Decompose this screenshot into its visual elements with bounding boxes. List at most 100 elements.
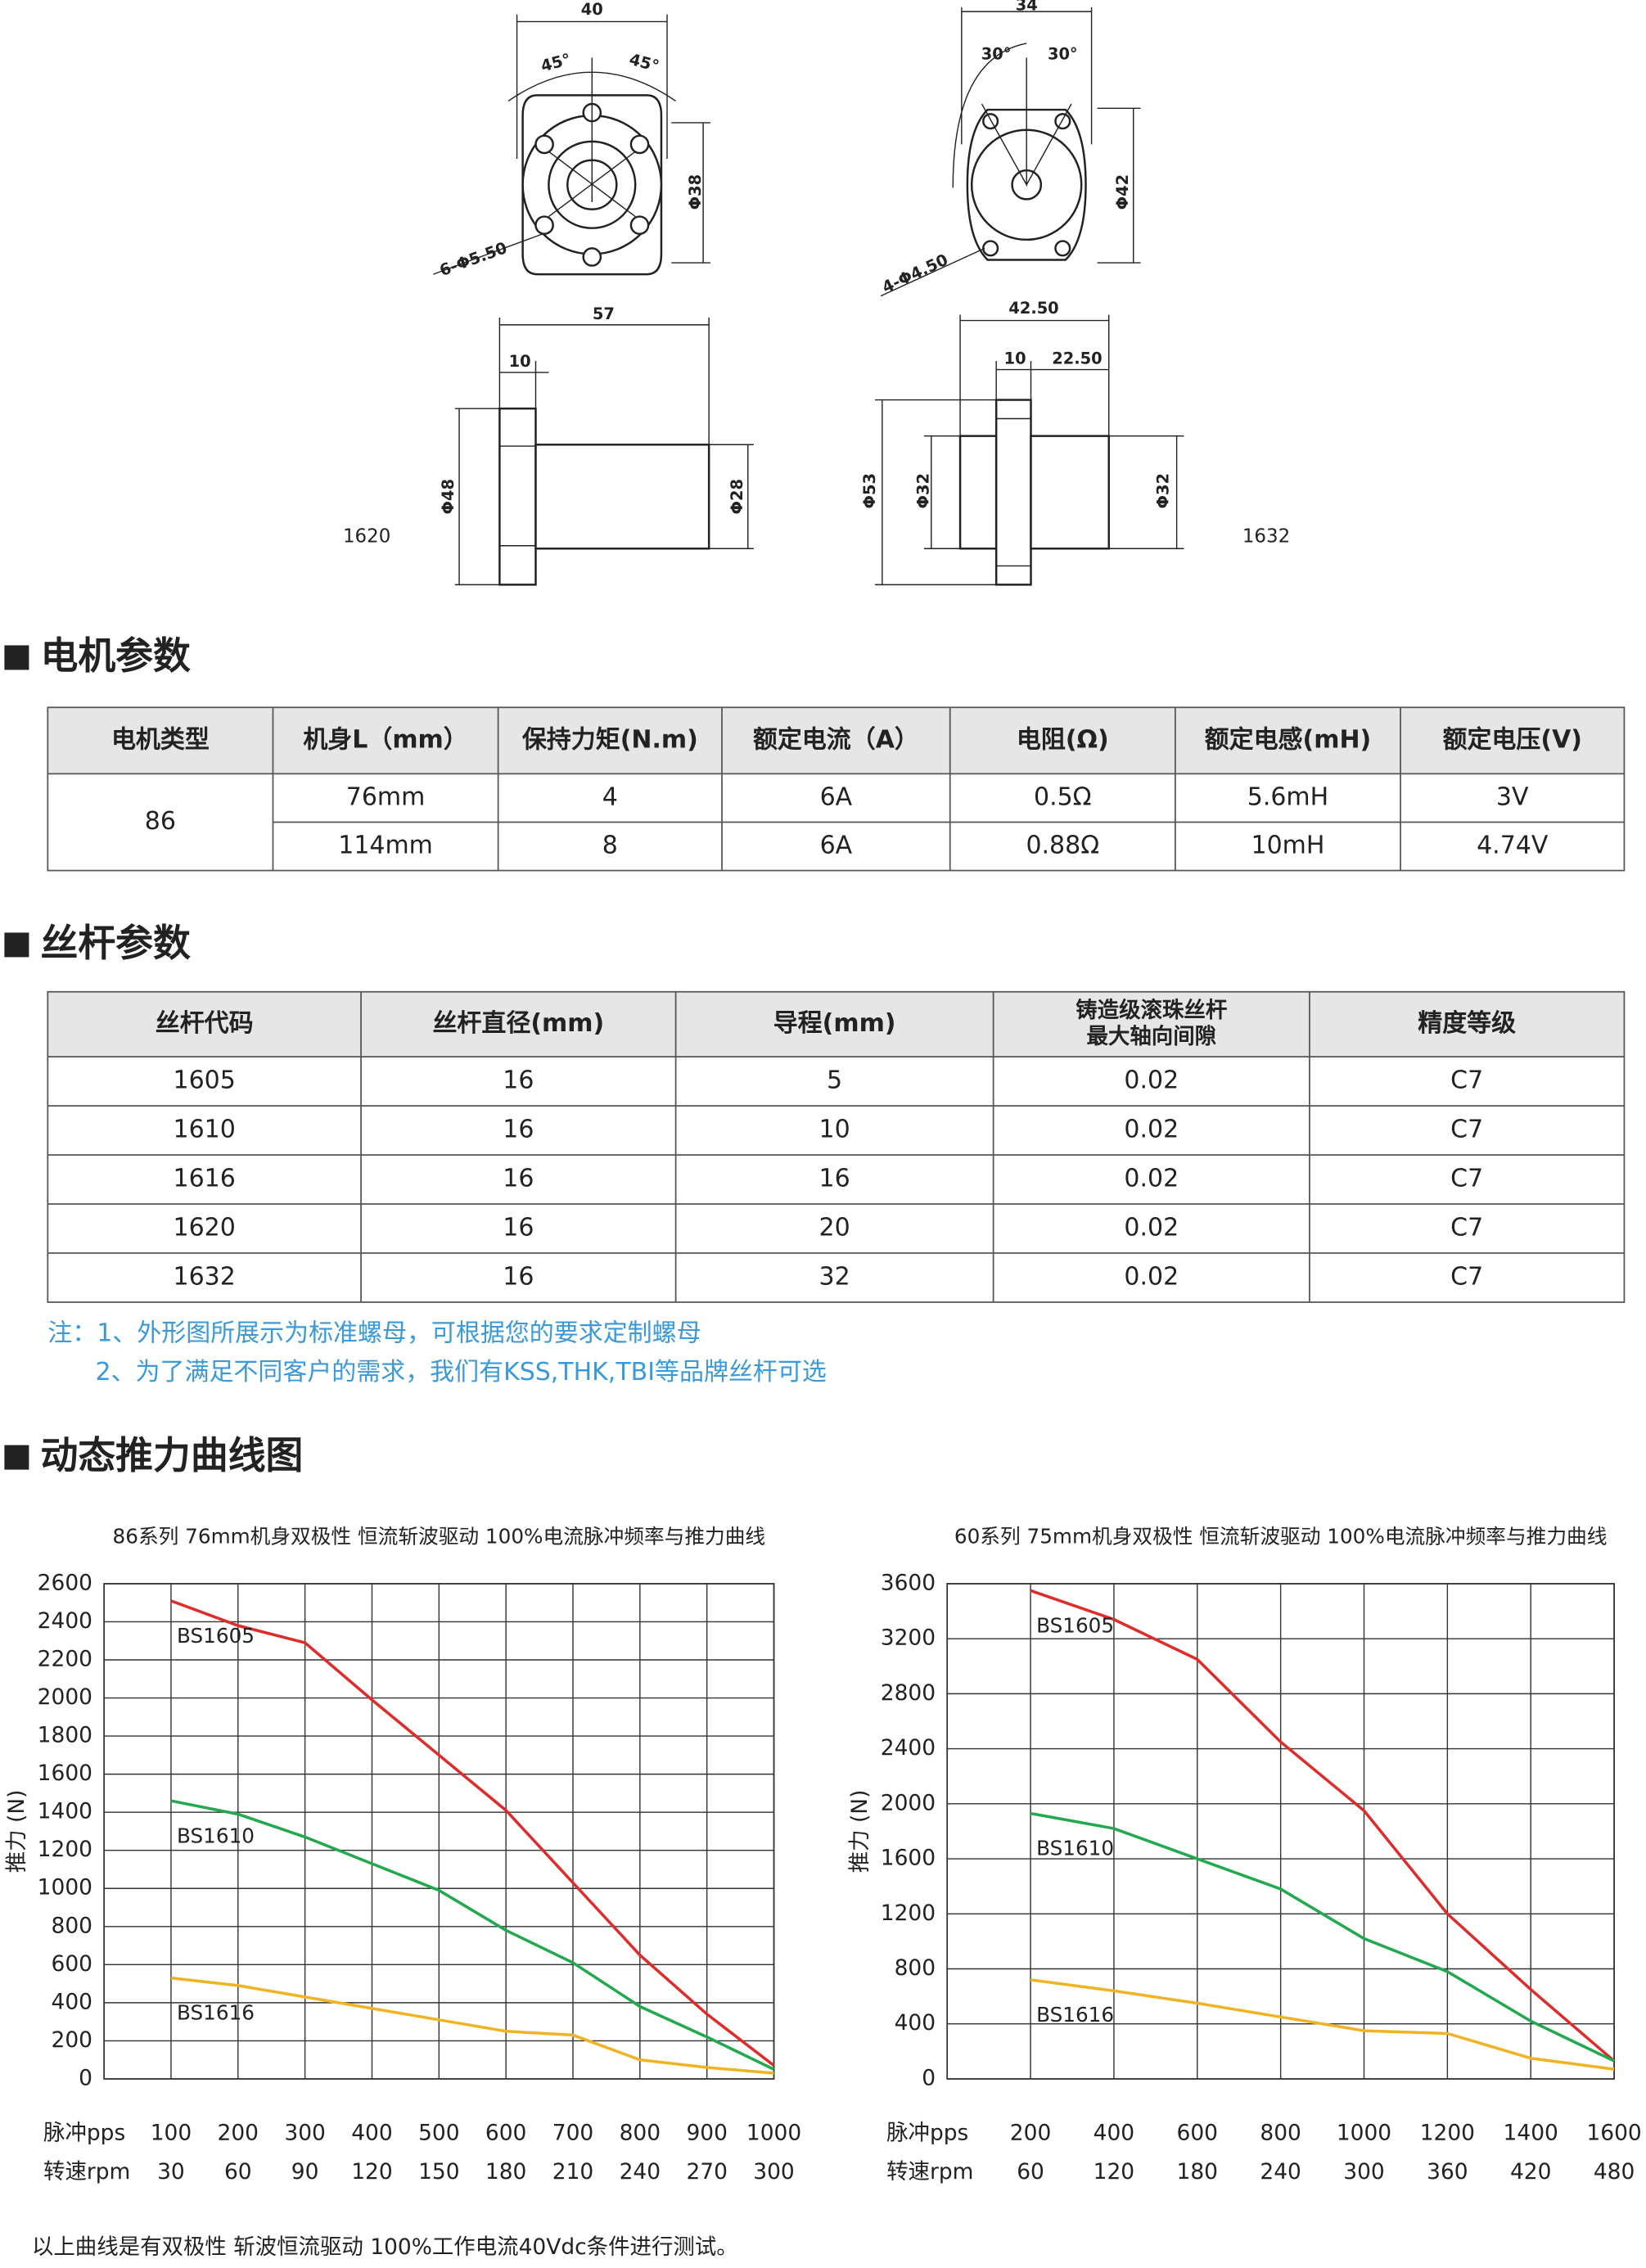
table-cell: C7 [1450,1116,1483,1144]
x-tick-label: 300 [284,2120,325,2145]
table-header-bg [47,707,1625,774]
table-header: 额定电流（A） [753,725,919,754]
x2-tick-label: 180 [485,2159,526,2185]
dim-label: 22.50 [1052,349,1102,368]
table-cell: 3V [1496,782,1529,811]
drawing-left: 40 45° 45° Φ38 6-Φ5.50 57 10 Φ48 Φ28 162… [343,0,754,586]
y-tick-label: 1200 [881,1901,936,1926]
x2-tick-label: 90 [291,2159,319,2185]
x-tick-label: 100 [151,2120,192,2145]
x2-tick-label: 300 [753,2159,794,2185]
series-line [170,1799,775,2071]
y-axis-label: 推力 (N) [847,1790,873,1873]
bullet [4,645,29,670]
x2-tick-label: 210 [552,2159,593,2185]
table-cell: 8 [602,832,618,860]
table-cell: 1605 [174,1066,236,1095]
y-tick-label: 600 [52,1951,92,1977]
x2-tick-label: 300 [1343,2159,1384,2185]
y-axis-label: 推力 (N) [4,1790,29,1873]
series-label: BS1605 [1036,1613,1114,1637]
y-tick-label: 1200 [38,1837,92,1862]
x-tick-label: 1000 [746,2120,801,2145]
x-tick-label: 1200 [1420,2120,1475,2145]
footer-note: 以上曲线是有双极性 斩波恒流驱动 100%工作电流40Vdc条件进行测试。 [32,2234,738,2260]
holes [982,113,1071,257]
table-header: 最大轴向间隙 [1086,1024,1216,1049]
series-label: BS1616 [1036,2003,1114,2027]
y-tick-label: 1800 [38,1723,92,1748]
table-cell: 76mm [346,782,426,811]
y-tick-label: 0 [79,2065,92,2090]
x-tick-label: 700 [552,2120,593,2145]
series-label: BS1610 [177,1824,255,1847]
x2-tick-label: 360 [1427,2159,1468,2185]
dim-label: 34 [1016,0,1038,15]
model-label: 1620 [343,526,390,548]
dim-label: Φ42 [1113,174,1132,210]
section-heading: 电机参数 [40,634,191,678]
drawing-right: 34 30° 30° Φ42 4-Φ4.50 42.50 10 22.50 Φ5… [860,0,1290,586]
x-tick-label: 200 [1010,2120,1051,2145]
table-header: 机身L（mm） [303,725,467,754]
holes [534,102,650,267]
table-header: 精度等级 [1418,1009,1516,1038]
x2-axis-label: 转速rpm [43,2159,130,2185]
x-tick-label: 400 [1094,2120,1134,2145]
y-tick-label: 800 [52,1913,92,1938]
y-tick-label: 400 [895,2010,936,2036]
body-side [534,444,710,550]
dim-label: Φ28 [728,479,746,514]
x-tick-label: 500 [418,2120,459,2145]
table-cell: 6A [820,832,853,860]
x2-tick-label: 60 [224,2159,252,2185]
table-cell: 0.02 [1124,1214,1179,1242]
x2-tick-label: 120 [1094,2159,1134,2185]
y-tick-label: 800 [895,1955,936,1981]
dim-label: 57 [593,304,615,323]
bullet [4,932,29,958]
y-tick-label: 2800 [881,1680,936,1706]
series-line [170,1976,774,2075]
series-label: BS1616 [177,2001,255,2025]
table-cell: 1620 [174,1214,236,1242]
y-tick-label: 2000 [38,1684,92,1710]
table-cell: 4 [602,782,618,811]
dim-label: 40 [581,0,603,19]
section-heading: 动态推力曲线图 [40,1433,303,1477]
model-label: 1632 [1242,526,1290,548]
table-cell: 5 [827,1066,842,1095]
x2-tick-label: 240 [620,2159,661,2185]
x2-tick-label: 270 [686,2159,727,2185]
note: 2、为了满足不同客户的需求，我们有KSS,THK,TBI等品牌丝杆可选 [96,1358,827,1387]
x-tick-label: 600 [1177,2120,1218,2145]
y-tick-label: 1400 [38,1799,92,1824]
plot-frame [103,1583,775,2080]
dim-label: 45° [539,50,572,76]
y-tick-label: 2200 [38,1647,92,1672]
table-cell: 16 [503,1263,534,1292]
y-tick-label: 1600 [38,1761,92,1786]
table-cell: 1610 [174,1116,236,1144]
dim-label: 30° [981,45,1012,64]
table-header: 铸造级滚珠丝杆 [1076,998,1227,1023]
dim-label: Φ53 [860,473,879,508]
table-cell: 10 [819,1116,850,1144]
x-axis-label: 脉冲pps [886,2120,968,2145]
table-cell: 86 [145,807,176,836]
dim-label: 30° [1048,45,1078,64]
table-cell: C7 [1450,1263,1483,1292]
y-tick-label: 1000 [38,1875,92,1901]
x-tick-label: 1600 [1586,2120,1641,2145]
table-header: 额定电感(mH) [1205,725,1372,754]
x-tick-label: 800 [620,2120,661,2145]
y-tick-label: 2400 [881,1735,936,1761]
dim-label: 42.50 [1008,299,1058,318]
dim-label: Φ48 [439,479,458,514]
bullet [4,1445,29,1470]
dim-label: 10 [509,352,531,371]
x-tick-label: 900 [686,2120,727,2145]
x2-axis-label: 转速rpm [886,2159,973,2185]
dim-label: 4-Φ4.50 [879,250,951,297]
